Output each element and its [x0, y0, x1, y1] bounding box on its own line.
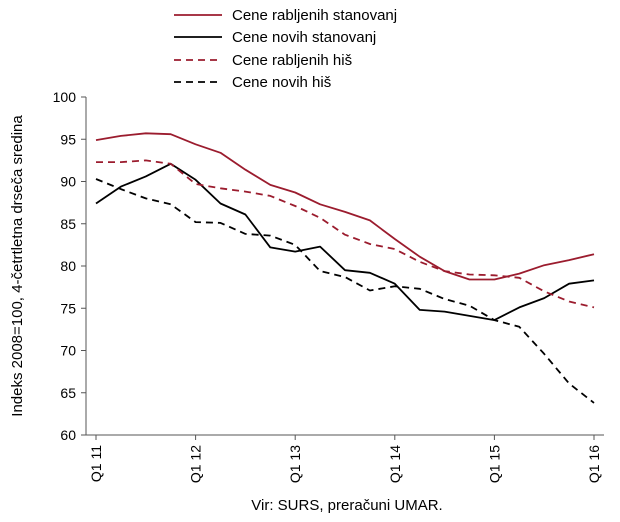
y-tick-label: 85	[60, 216, 76, 232]
series-line-2	[95, 162, 595, 322]
plot-area: 60 65 70 75 80 85 90 95 100 Q1 11 Q1 12 Q1 13 Q1 14…	[53, 89, 604, 483]
y-tick-label: 100	[53, 89, 77, 105]
y-tick-label: 95	[60, 131, 76, 147]
legend-label-3: Cene rabljenih hiš	[232, 52, 352, 69]
series-line-4	[95, 178, 595, 404]
x-tick-label: Q1 12	[188, 445, 204, 483]
x-tick-label: Q1 11	[88, 445, 104, 482]
x-tick-label: Q1 13	[287, 445, 303, 483]
legend: Cene rabljenih stanovanj Cene novih stano…	[174, 7, 397, 91]
x-ticks: Q1 11 Q1 12 Q1 13 Q1 14 Q1 15 Q1 16	[88, 435, 602, 483]
legend-label-2: Cene novih stanovanj	[232, 29, 376, 46]
legend-label-1: Cene rabljenih stanovanj	[232, 7, 397, 24]
y-tick-label: 60	[60, 427, 76, 443]
y-axis-title: Indeks 2008=100, 4-četrtletna drseča sre…	[9, 115, 26, 417]
y-tick-label: 70	[60, 343, 76, 359]
series-line-1	[95, 132, 595, 281]
x-tick-label: Q1 16	[586, 445, 602, 483]
y-tick-label: 75	[60, 300, 76, 316]
series-lines	[95, 132, 595, 404]
source-note: Vir: SURS, preračuni UMAR.	[251, 497, 442, 514]
y-tick-label: 90	[60, 174, 76, 190]
legend-label-4: Cene novih hiš	[232, 74, 331, 91]
series-line-3	[96, 159, 595, 309]
x-tick-label: Q1 15	[486, 445, 502, 483]
y-ticks: 60 65 70 75 80 85 90 95 100	[53, 89, 86, 443]
y-tick-label: 65	[60, 385, 76, 401]
y-tick-label: 80	[60, 258, 76, 274]
x-tick-label: Q1 14	[387, 445, 403, 483]
